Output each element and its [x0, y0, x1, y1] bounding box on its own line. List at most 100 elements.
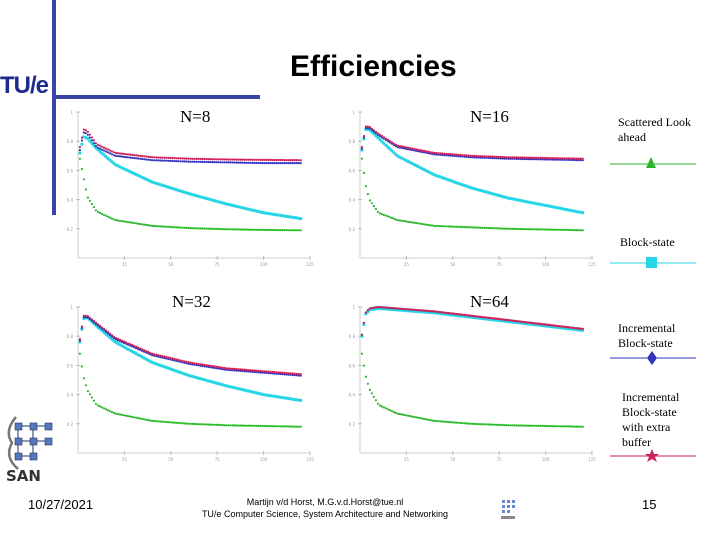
data-point: [187, 160, 190, 163]
data-point: [563, 157, 566, 160]
data-point: [537, 424, 540, 427]
data-point: [217, 423, 220, 426]
data-point: [90, 318, 93, 321]
data-point: [463, 313, 466, 316]
data-point: [281, 371, 284, 374]
data-point: [287, 372, 290, 375]
data-point: [175, 358, 178, 361]
data-point: [394, 218, 398, 221]
data-point: [177, 421, 180, 424]
data-point: [509, 227, 512, 230]
data-point: [398, 145, 402, 148]
data-point: [175, 160, 178, 163]
data-point: [384, 143, 388, 147]
series-incremental-block-state-with-extra-buffer: [360, 306, 584, 336]
data-point: [529, 156, 532, 159]
data-point: [141, 417, 144, 420]
data-point: [205, 364, 208, 367]
data-point: [537, 228, 540, 231]
series-incremental-block-state-with-extra-buffer: [78, 128, 302, 162]
data-point: [108, 216, 112, 219]
data-point: [187, 361, 190, 364]
data-point: [419, 149, 422, 152]
x-tick-label: 75: [215, 262, 221, 267]
data-point: [209, 364, 212, 367]
data-point: [183, 360, 186, 363]
y-tick-label: 0.8: [67, 139, 74, 144]
data-point: [386, 408, 390, 411]
data-point: [495, 155, 498, 158]
data-point: [167, 159, 170, 162]
data-point: [217, 161, 220, 164]
y-tick-label: 0.2: [67, 227, 74, 232]
data-point: [525, 424, 528, 427]
data-point: [131, 415, 134, 418]
data-point: [219, 158, 222, 161]
data-point: [541, 424, 544, 427]
data-point: [295, 162, 298, 165]
data-point: [277, 158, 280, 162]
data-point: [263, 162, 266, 165]
data-point: [217, 365, 220, 369]
data-point: [175, 226, 178, 229]
data-point: [513, 156, 516, 159]
data-point: [139, 157, 142, 160]
data-point: [402, 307, 406, 311]
data-point: [404, 414, 408, 417]
data-point: [124, 153, 128, 156]
data-point: [229, 161, 232, 164]
data-point: [265, 228, 268, 232]
data-point: [151, 352, 154, 355]
data-point: [439, 152, 442, 155]
data-point: [575, 229, 578, 232]
data-point: [545, 424, 548, 428]
data-point: [479, 423, 482, 426]
data-point: [183, 160, 186, 163]
data-point: [207, 423, 210, 426]
data-point: [569, 425, 572, 428]
data-point: [225, 228, 228, 231]
data-point: [145, 158, 148, 161]
data-point: [461, 225, 464, 229]
data-point: [245, 228, 248, 231]
data-point: [295, 229, 298, 232]
data-point: [368, 388, 371, 391]
data-point: [457, 421, 460, 424]
data-point: [517, 156, 520, 159]
data-point: [527, 228, 530, 231]
data-point: [229, 424, 232, 427]
data-point: [84, 129, 87, 132]
data-point: [392, 217, 396, 220]
data-point: [80, 325, 83, 328]
data-point: [271, 425, 274, 428]
data-point: [561, 425, 564, 428]
data-point: [90, 396, 93, 399]
data-point: [241, 228, 244, 231]
y-tick-label: 0.6: [349, 168, 356, 173]
data-point: [141, 348, 144, 351]
data-point: [191, 160, 194, 163]
data-point: [239, 228, 242, 231]
triangle-marker-icon: [646, 157, 656, 168]
data-point: [515, 320, 518, 323]
data-point: [481, 155, 484, 158]
data-point: [145, 350, 148, 353]
data-point: [247, 161, 250, 164]
data-point: [463, 226, 466, 229]
data-point: [219, 366, 222, 369]
data-point: [267, 228, 270, 232]
data-point: [199, 227, 202, 230]
data-point: [249, 424, 252, 427]
data-point: [94, 146, 98, 150]
data-point: [441, 420, 444, 423]
data-point: [503, 424, 506, 427]
data-point: [118, 152, 122, 155]
data-point: [441, 152, 444, 155]
data-point: [491, 317, 494, 320]
data-point: [382, 141, 386, 145]
data-point: [285, 425, 288, 428]
data-point: [131, 343, 134, 347]
data-point: [384, 137, 388, 140]
data-point: [257, 161, 260, 165]
data-point: [94, 145, 97, 148]
